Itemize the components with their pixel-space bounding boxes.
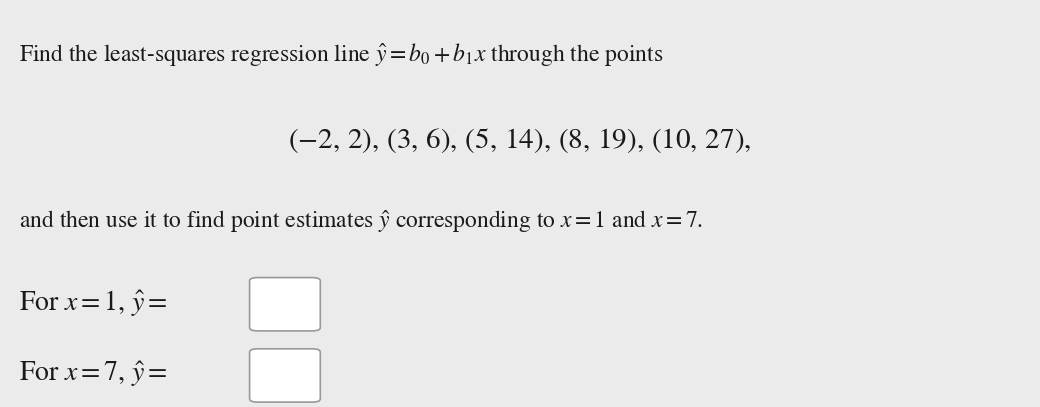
Text: Find the least-squares regression line $\hat{y} = b_0 + b_1 x$ through the point: Find the least-squares regression line $… xyxy=(19,42,664,68)
Text: $(-2,\, 2),\, (3,\, 6),\, (5,\, 14),\, (8,\, 19),\, (10,\, 27),$: $(-2,\, 2),\, (3,\, 6),\, (5,\, 14),\, (… xyxy=(288,126,752,155)
FancyBboxPatch shape xyxy=(250,278,320,331)
Text: For $x = 1$, $\hat{y} =$: For $x = 1$, $\hat{y} =$ xyxy=(19,288,167,318)
Text: For $x = 7$, $\hat{y} =$: For $x = 7$, $\hat{y} =$ xyxy=(19,359,167,389)
FancyBboxPatch shape xyxy=(250,349,320,402)
Text: and then use it to find point estimates $\hat{y}$ corresponding to $x = 1$ and $: and then use it to find point estimates … xyxy=(19,208,703,235)
